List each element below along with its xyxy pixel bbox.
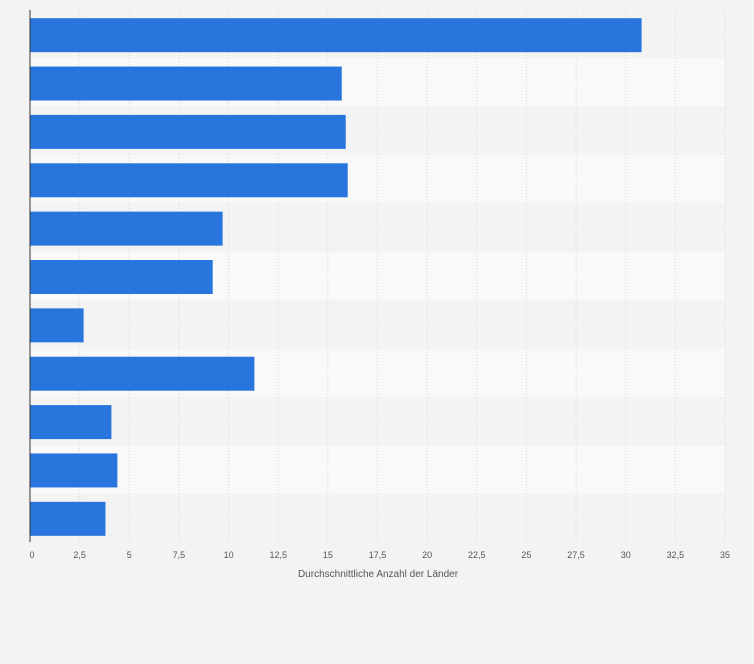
x-tick-label: 7,5 [173, 550, 186, 560]
bar[interactable] [30, 453, 118, 488]
x-tick-labels: 0 2,5 5 7,5 10 12,5 15 17,5 20 22,5 25 27,5 30 32,5 35 [29, 550, 730, 560]
bar[interactable] [30, 356, 255, 391]
bar[interactable] [30, 308, 84, 343]
x-tick-label: 15 [323, 550, 333, 560]
bar[interactable] [30, 163, 348, 198]
bar[interactable] [30, 501, 106, 536]
x-tick-label: 0 [29, 550, 34, 560]
x-axis-label: Durchschnittliche Anzahl der Länder [298, 569, 459, 580]
x-tick-label: 5 [127, 550, 132, 560]
bar[interactable] [30, 211, 223, 246]
bar[interactable] [30, 18, 642, 53]
bar[interactable] [30, 405, 112, 440]
x-tick-label: 20 [422, 550, 432, 560]
bars [30, 18, 642, 536]
x-tick-label: 22,5 [468, 550, 486, 560]
x-tick-label: 35 [720, 550, 730, 560]
bar[interactable] [30, 66, 342, 101]
x-tick-label: 27,5 [567, 550, 585, 560]
x-tick-label: 10 [224, 550, 234, 560]
x-tick-label: 2,5 [73, 550, 86, 560]
x-tick-label: 32,5 [667, 550, 685, 560]
bar[interactable] [30, 260, 213, 294]
bar[interactable] [30, 114, 346, 149]
x-tick-label: 12,5 [269, 550, 287, 560]
x-tick-label: 30 [621, 550, 631, 560]
x-tick-label: 17,5 [369, 550, 387, 560]
x-tick-label: 25 [521, 550, 531, 560]
